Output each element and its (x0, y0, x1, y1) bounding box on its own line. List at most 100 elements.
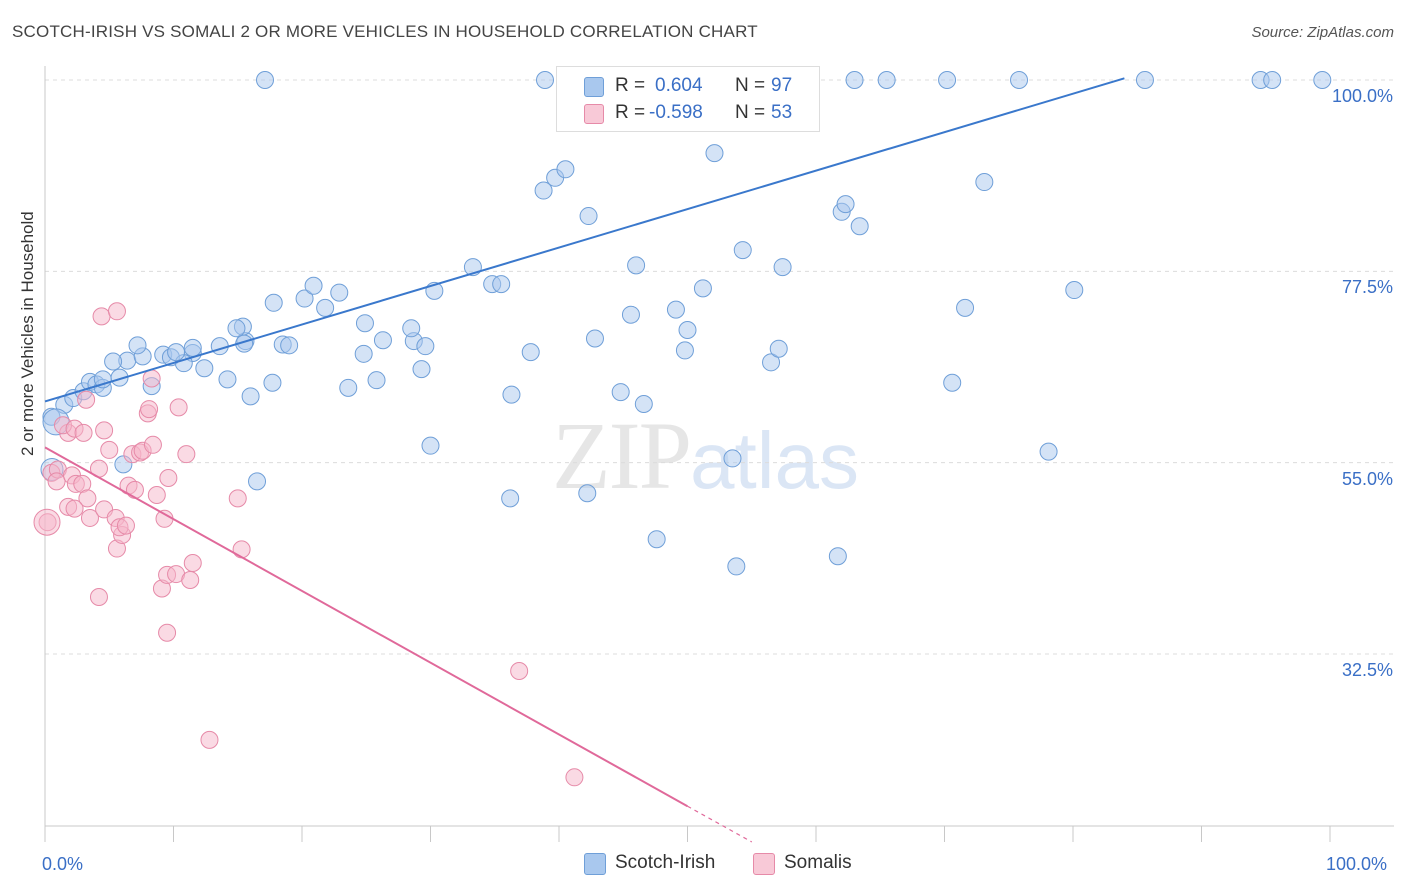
data-point (521, 343, 540, 362)
data-point (502, 385, 521, 404)
data-point (110, 368, 129, 387)
data-point (339, 378, 358, 397)
data-point (769, 339, 788, 358)
data-point (155, 509, 174, 528)
r-label: R = (615, 102, 646, 123)
stats-row-scotch-irish: R = 0.604 N = 97 (557, 73, 819, 101)
data-point (183, 554, 202, 573)
watermark-atlas: atlas (690, 416, 859, 505)
scotch-irish-points (40, 71, 1332, 576)
data-point (534, 181, 553, 200)
y-axis-label: 2 or more Vehicles in Household (18, 211, 37, 456)
data-point (402, 319, 421, 338)
data-point (65, 499, 84, 518)
data-point (836, 195, 855, 214)
data-point (227, 319, 246, 338)
r-label: R = (615, 75, 646, 96)
data-point (128, 336, 147, 355)
data-point (943, 373, 962, 392)
data-point (634, 394, 653, 413)
r-value: 0.604 (655, 75, 703, 96)
y-tick-label: 77.5% (1341, 277, 1393, 298)
data-point (828, 547, 847, 566)
data-point (78, 489, 97, 508)
data-point (280, 336, 299, 355)
data-point (1313, 71, 1332, 89)
data-point (330, 283, 349, 302)
data-point (373, 331, 392, 350)
data-point (140, 400, 159, 419)
data-point (877, 71, 896, 89)
somalis-swatch (584, 104, 604, 124)
data-point (218, 370, 237, 389)
data-point (210, 337, 229, 356)
data-point (412, 360, 431, 379)
legend-label: Scotch-Irish (615, 852, 716, 873)
data-point (723, 449, 742, 468)
n-label: N = (735, 75, 766, 96)
data-point (565, 768, 584, 787)
y-tick-label: 100.0% (1331, 86, 1393, 106)
data-point (143, 435, 162, 454)
somalis-points (33, 302, 584, 787)
x-tick-max: 100.0% (1326, 854, 1388, 874)
data-point (158, 623, 177, 642)
data-point (248, 472, 267, 491)
data-point (1263, 71, 1282, 89)
data-point (33, 508, 61, 536)
scotch-irish-trend-line (44, 77, 1125, 403)
somalis-trend-line (44, 446, 688, 808)
data-point (1010, 71, 1029, 89)
data-point (354, 344, 373, 363)
legend-label: Somalis (784, 852, 852, 873)
data-point (675, 341, 694, 360)
data-point (611, 383, 630, 402)
data-point (416, 337, 435, 356)
data-point (95, 421, 114, 440)
data-point (159, 468, 178, 487)
data-point (492, 275, 511, 294)
data-point (1135, 71, 1154, 89)
data-point (367, 371, 386, 390)
data-point (956, 298, 975, 317)
data-point (678, 321, 697, 340)
data-point (142, 369, 161, 388)
data-point (263, 373, 282, 392)
y-tick-label: 55.0% (1341, 468, 1393, 489)
data-point (195, 359, 214, 378)
data-point (125, 480, 144, 499)
data-point (47, 472, 66, 491)
data-point (647, 530, 666, 549)
data-point (850, 217, 869, 236)
r-value: -0.598 (649, 102, 703, 123)
trend-lines (44, 77, 1125, 843)
data-point (147, 485, 166, 504)
y-tick-label: 32.5% (1341, 660, 1393, 680)
scotch-irish-swatch (584, 77, 604, 97)
data-point (232, 540, 251, 559)
source-credit: Source: ZipAtlas.com (1251, 24, 1394, 41)
data-point (107, 302, 126, 321)
data-point (938, 71, 957, 89)
watermark-logo: ZIPatlas (552, 400, 859, 511)
data-point (100, 440, 119, 459)
n-label: N = (735, 102, 766, 123)
x-tick-min: 0.0% (42, 854, 84, 874)
data-point (183, 338, 202, 357)
data-point (773, 258, 792, 277)
data-point (421, 436, 440, 455)
data-point (579, 207, 598, 226)
data-point (501, 489, 520, 508)
somalis-legend-swatch (753, 853, 775, 875)
n-value: 97 (771, 75, 793, 96)
axes (44, 66, 1394, 842)
data-point (355, 314, 374, 333)
data-point (975, 173, 994, 192)
watermark-zip: ZIP (552, 402, 692, 509)
data-point (104, 352, 123, 371)
data-point (693, 279, 712, 298)
data-point (727, 557, 746, 576)
data-point (733, 241, 752, 260)
data-point (200, 730, 219, 749)
data-point (264, 293, 283, 312)
